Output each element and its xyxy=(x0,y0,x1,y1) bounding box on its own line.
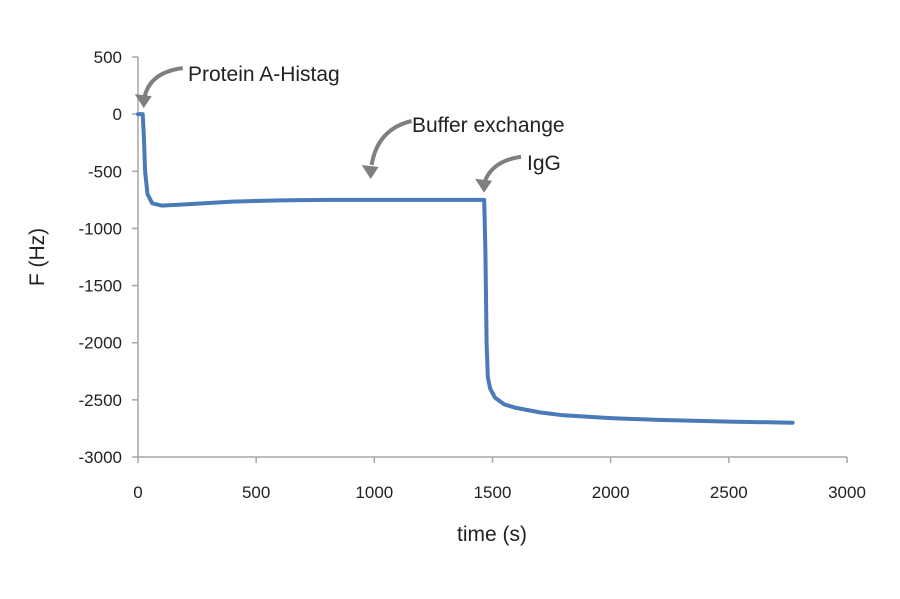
y-tick-label: -500 xyxy=(88,162,122,181)
x-tick-label: 2500 xyxy=(710,483,748,502)
annotation-arrowhead xyxy=(134,94,152,109)
y-tick-label: -3000 xyxy=(79,448,122,467)
annotation-label: Protein A-Histag xyxy=(188,63,340,86)
y-tick-label: -1500 xyxy=(79,277,122,296)
annotation-label: Buffer exchange xyxy=(412,114,565,137)
y-axis-label: F (Hz) xyxy=(26,228,49,286)
y-tick-label: -1000 xyxy=(79,219,122,238)
y-tick-label: -2000 xyxy=(79,334,122,353)
x-tick-label: 0 xyxy=(133,483,142,502)
y-tick-label: 0 xyxy=(113,105,122,124)
annotation-arrow xyxy=(142,66,184,97)
series-line-F xyxy=(136,112,795,425)
annotation-arrow xyxy=(483,154,522,182)
annotation-arrowhead xyxy=(475,178,493,193)
annotation-label: IgG xyxy=(527,152,561,175)
x-axis-label: time (s) xyxy=(457,523,527,546)
x-tick-label: 1500 xyxy=(474,483,512,502)
x-tick-label: 3000 xyxy=(828,483,866,502)
x-tick-label: 1000 xyxy=(355,483,393,502)
annotation-arrow xyxy=(369,119,413,166)
y-tick-label: -2500 xyxy=(79,391,122,410)
annotation-arrowhead xyxy=(361,165,379,179)
y-tick-label: 500 xyxy=(94,48,122,67)
x-tick-label: 500 xyxy=(242,483,270,502)
x-tick-label: 2000 xyxy=(592,483,630,502)
